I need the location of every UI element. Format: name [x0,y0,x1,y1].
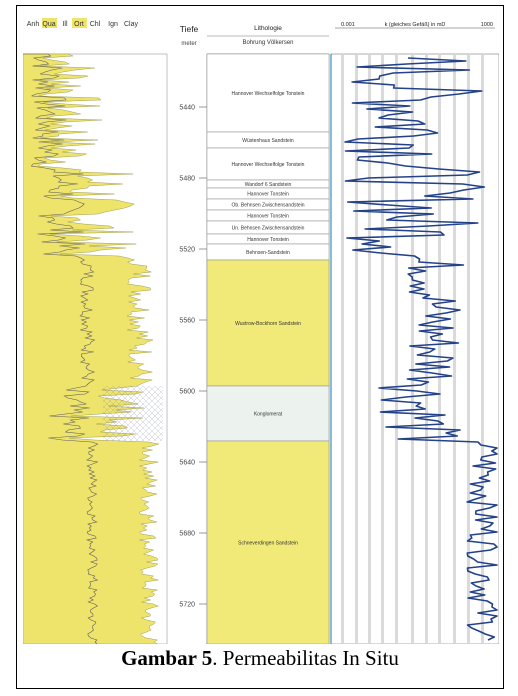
depth-track: Tiefe meter 5440 5480 5520 5560 5600 5640 5680… [169,14,207,644]
lithology-unit-label: Hannover Tonstein [247,214,289,220]
mineral-composition-fill [23,53,159,644]
mineral-col-qua: Qua [42,21,55,28]
mineral-col-clay: Clay [124,21,139,28]
lithology-unit-label: Un. Behnsen Zwischensandstein [232,226,305,232]
lithology-column: Lithologie Bohrung Völkersen Hannover We… [206,25,330,644]
well-log-figure: Anh Qua Ill Ort Chl Ign Clay Tiefe meter 5440 5… [23,14,499,644]
lithology-unit-label: Behnsen-Sandstein [246,250,290,256]
lithology-unit-label: Wüstenhaus Sandstein [242,138,294,144]
mineral-log-panel [23,53,168,644]
lithology-unit-label: Hannover Tonstein [247,237,289,243]
conglomerate-hatch [103,386,163,441]
depth-tick-5440: 5440 [179,105,195,112]
mineral-boundary-line [23,53,99,644]
lithology-unit-label: Schneverdingen Sandstein [238,541,298,547]
lithology-unit-label: Konglomerat [254,412,283,418]
caption-label: Gambar 5 [121,646,213,670]
lithology-unit [206,440,330,644]
lithology-unit-label: Wustrow-Bockhorn Sandstein [235,321,301,327]
lithology-header: Lithologie [254,25,282,32]
depth-tick-5520: 5520 [179,247,195,254]
permeability-curve [344,57,498,641]
lithology-unit-label: Hannover Wechselfolge Tonstein [232,91,305,97]
perm-scale-min: 0.001 [341,22,355,28]
depth-tick-5600: 5600 [179,389,195,396]
depth-tick-5480: 5480 [179,176,195,183]
lithology-unit [206,53,330,133]
mineral-col-chl: Chl [90,21,101,28]
lithology-unit [206,385,330,442]
mineral-col-anh: Anh [27,21,40,28]
depth-tick-5720: 5720 [179,602,195,609]
perm-scale-label: k (gleiches Gefäß) in mD [385,22,446,28]
depth-tick-5640: 5640 [179,460,195,467]
mineral-col-ill: Ill [62,21,68,28]
mineral-col-ort: Ort [74,21,84,28]
depth-tick-5680: 5680 [179,531,195,538]
lithology-unit-label: Wandorf 6 Sandstein [245,182,292,188]
permeability-track: 0.001 k (gleiches Gefäß) in mD 1000 [330,22,499,644]
depth-unit: meter [181,41,196,47]
caption-text: . Permeabilitas In Situ [212,646,399,670]
perm-scale-max: 1000 [481,22,493,28]
mineral-column-header: Anh Qua Ill Ort Chl Ign Clay [27,18,139,28]
depth-tick-5560: 5560 [179,318,195,325]
figure-caption: Gambar 5. Permeabilitas In Situ [16,646,504,671]
lithology-unit [206,259,330,387]
mineral-col-ign: Ign [108,21,118,28]
lithology-unit-label: Hannover Tonstein [247,192,289,198]
depth-header: Tiefe [180,24,199,34]
borehole-name: Bohrung Völkersen [242,40,293,46]
lithology-unit-label: Hannover Wechselfolge Tonstein [232,162,305,168]
lithology-unit-label: Ob. Behnsen Zwischensandstein [231,203,304,209]
